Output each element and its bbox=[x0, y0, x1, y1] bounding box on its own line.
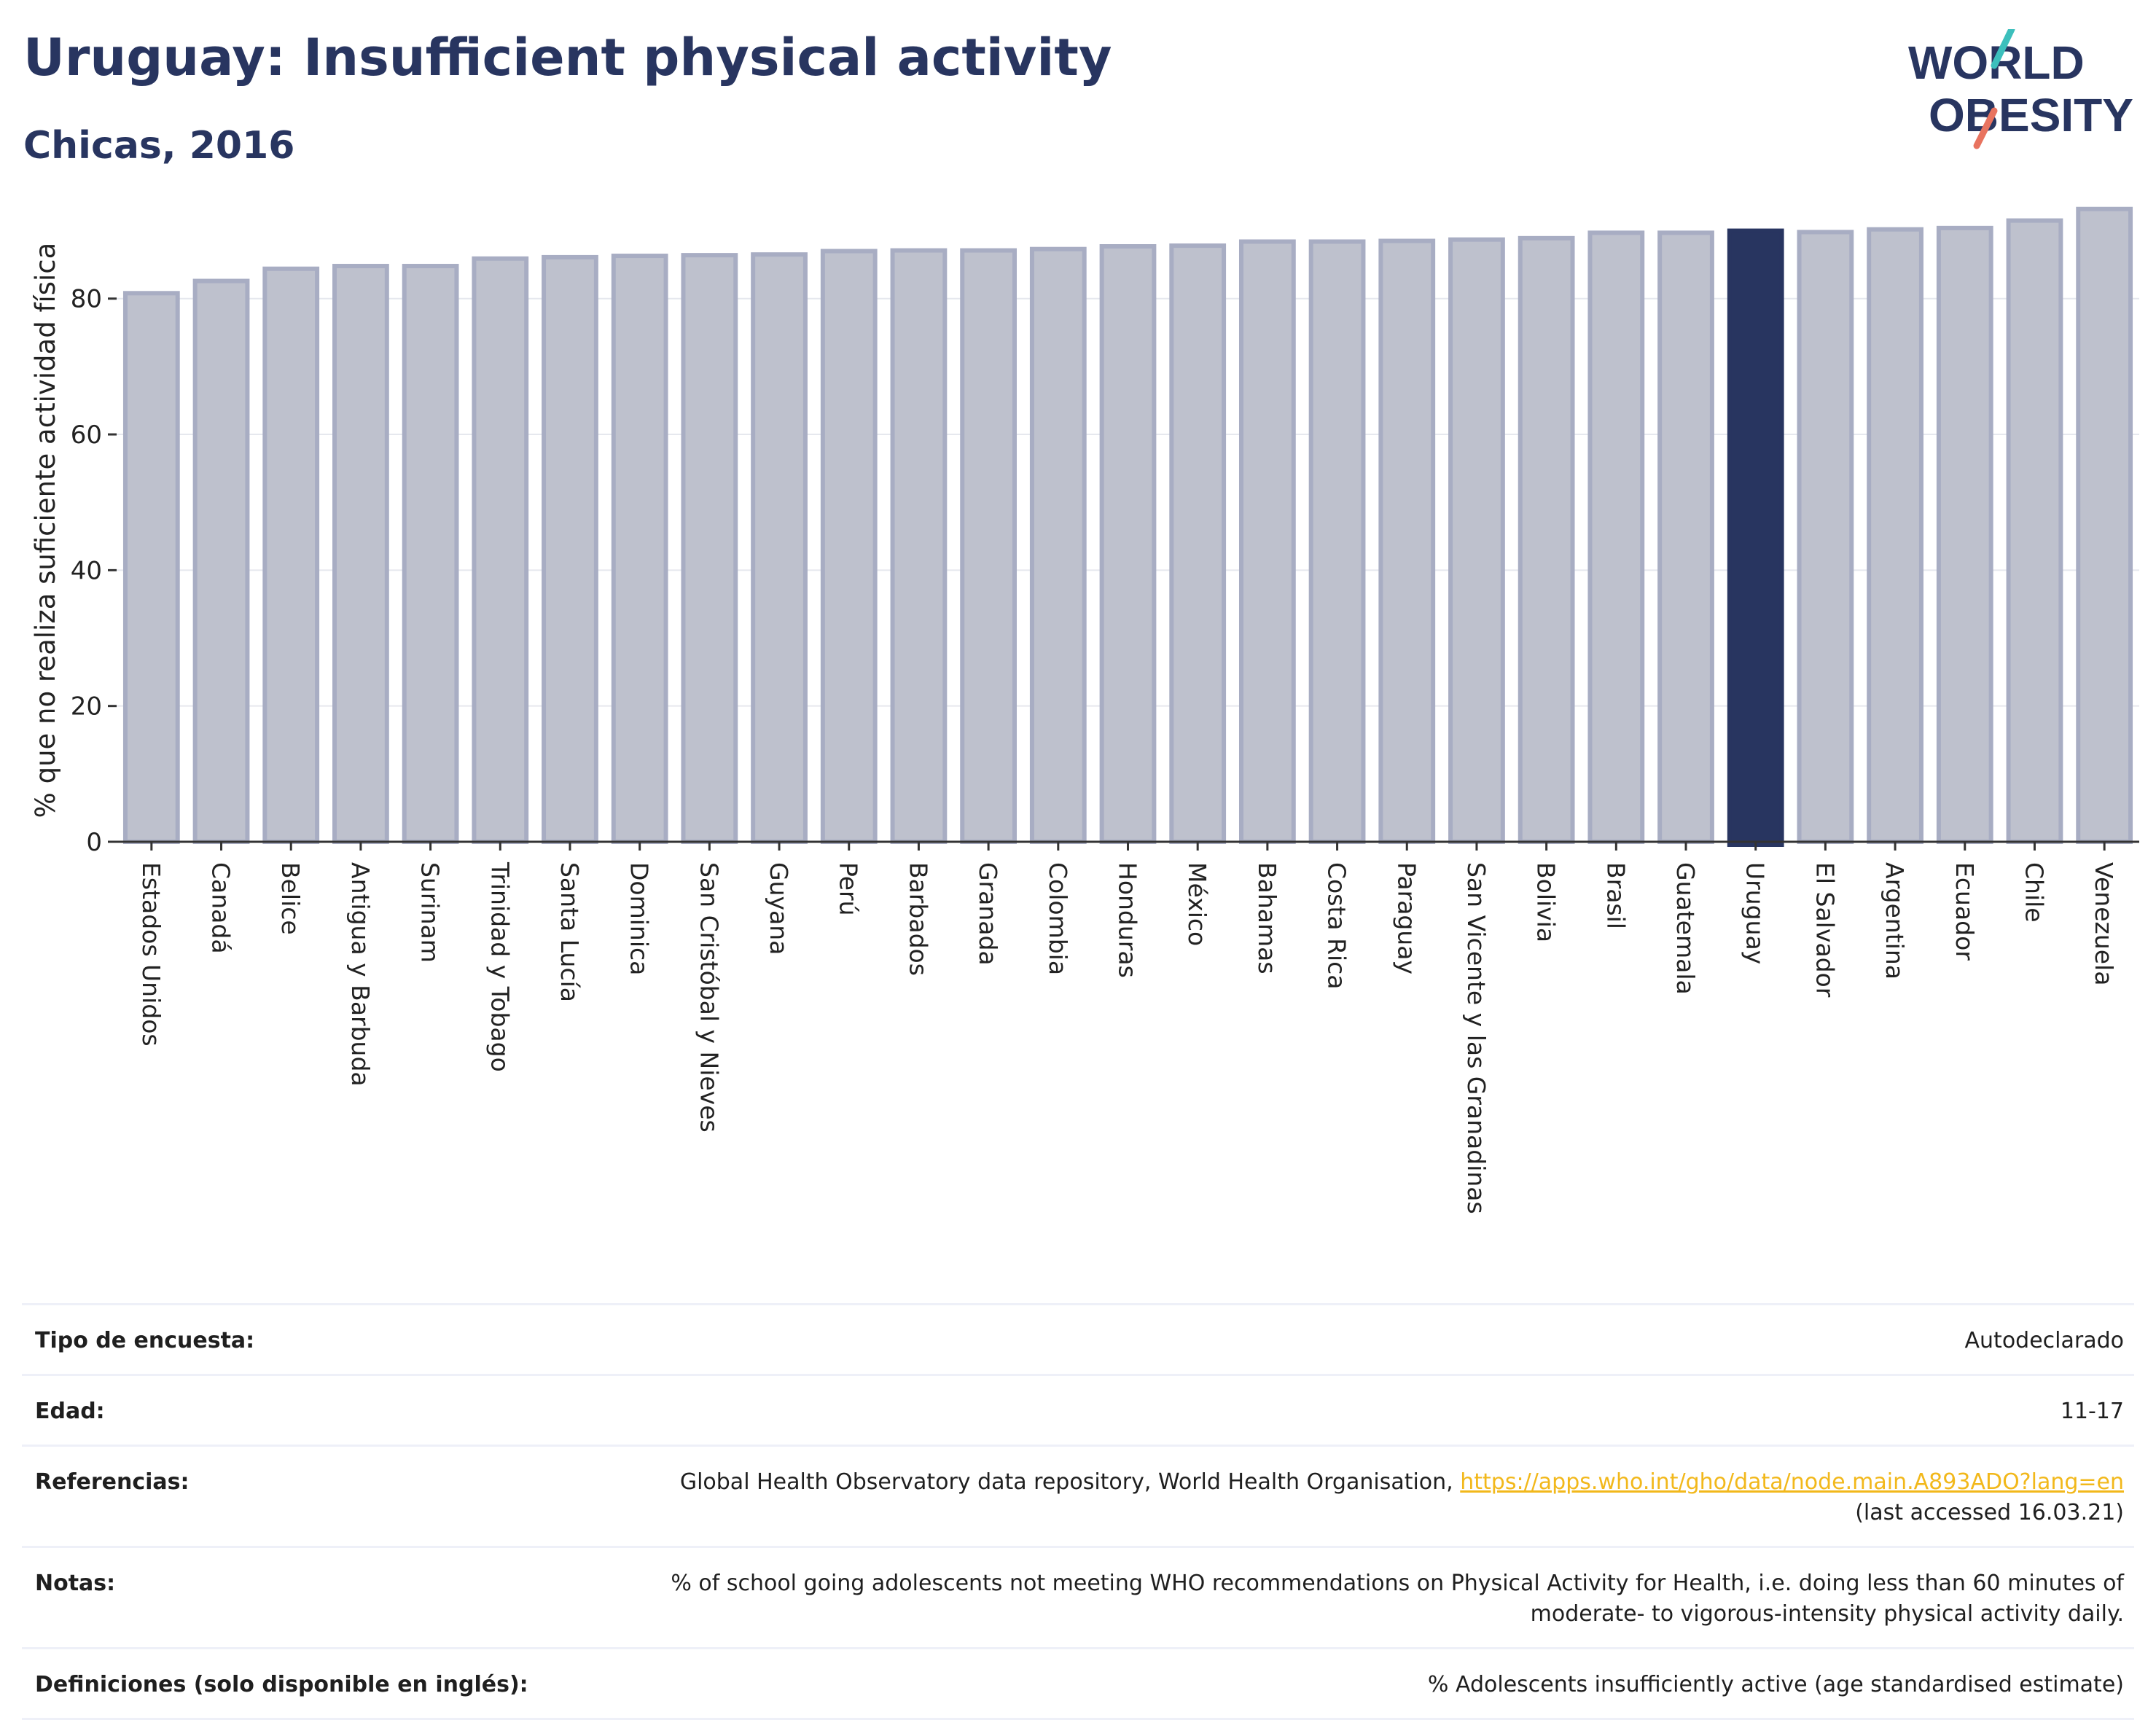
references-label: Referencias: bbox=[35, 1469, 190, 1495]
age-label: Edad: bbox=[35, 1399, 105, 1424]
x-tick-label: Granada bbox=[974, 862, 1002, 966]
x-tick-label: Bahamas bbox=[1253, 862, 1281, 974]
x-tick-label: Trinidad y Tobago bbox=[485, 861, 514, 1072]
x-tick-label: Colombia bbox=[1044, 862, 1072, 975]
x-tick-label: Costa Rica bbox=[1323, 862, 1351, 990]
definitions-label: Definiciones (solo disponible en inglés)… bbox=[35, 1672, 528, 1697]
bar-estados-unidos bbox=[122, 291, 180, 844]
bar-bolivia bbox=[1518, 235, 1575, 845]
x-tick-label: Ecuador bbox=[1950, 862, 1979, 961]
bar-el-salvador bbox=[1797, 230, 1854, 845]
y-axis-label: % que no realiza suficiente actividad fí… bbox=[30, 243, 61, 818]
x-tick-label: Santa Lucía bbox=[555, 862, 584, 1002]
metadata-table: Tipo de encuesta: Autodeclarado Edad: 11… bbox=[22, 1303, 2134, 1720]
page-subtitle: Chicas, 2016 bbox=[23, 124, 295, 168]
bar-trinidad-y-tobago bbox=[472, 256, 529, 844]
x-tick-label: Antigua y Barbuda bbox=[346, 862, 375, 1087]
bar-surinam bbox=[402, 264, 459, 844]
footer-row-definitions: Definiciones (solo disponible en inglés)… bbox=[22, 1647, 2134, 1720]
x-tick-label: Honduras bbox=[1114, 862, 1142, 978]
bar-san-vicente-y-las-granadinas bbox=[1448, 237, 1505, 845]
x-tick-label: Guyana bbox=[765, 862, 793, 955]
x-tick-label: Guatemala bbox=[1671, 862, 1700, 995]
x-tick-label: Canadá bbox=[207, 862, 235, 954]
bar-méxico bbox=[1169, 243, 1227, 844]
x-tick-label: Paraguay bbox=[1392, 862, 1421, 974]
y-tick-label: 80 bbox=[71, 285, 102, 314]
references-text: Global Health Observatory data repositor… bbox=[679, 1469, 1453, 1495]
x-tick-label: Bolivia bbox=[1532, 862, 1561, 942]
notes-text-line1: % of school going adolescents not meetin… bbox=[671, 1571, 2124, 1596]
notes-value: % of school going adolescents not meetin… bbox=[671, 1568, 2124, 1630]
x-tick-label: Belice bbox=[276, 862, 305, 935]
bar-ecuador bbox=[1936, 225, 1993, 844]
x-tick-label: México bbox=[1183, 862, 1211, 946]
references-value: Global Health Observatory data repositor… bbox=[680, 1467, 2124, 1528]
survey-type-label: Tipo de encuesta: bbox=[35, 1328, 255, 1353]
x-tick-label: Perú bbox=[835, 862, 863, 916]
bar-honduras bbox=[1099, 244, 1157, 844]
bar-brasil bbox=[1587, 230, 1645, 845]
footer-row-references: Referencias: Global Health Observatory d… bbox=[22, 1445, 2134, 1546]
bar-colombia bbox=[1029, 246, 1087, 844]
x-tick-label: Barbados bbox=[904, 862, 932, 976]
page-title: Uruguay: Insufficient physical activity bbox=[23, 28, 1112, 87]
logo-line2: OBESITY bbox=[1929, 89, 2133, 141]
x-tick-label: Chile bbox=[2020, 862, 2048, 923]
x-tick-label: Dominica bbox=[625, 862, 654, 975]
notes-text-line2: moderate- to vigorous-intensity physical… bbox=[1530, 1601, 2124, 1627]
world-obesity-logo: WORLD OBESITY bbox=[1908, 29, 2133, 149]
chart-bars bbox=[122, 206, 2133, 848]
x-tick-label: Argentina bbox=[1880, 862, 1909, 980]
bar-perú bbox=[820, 249, 878, 844]
age-value: 11-17 bbox=[2060, 1399, 2124, 1424]
y-tick-label: 20 bbox=[71, 692, 102, 722]
bar-costa-rica bbox=[1308, 239, 1366, 845]
footer-row-notes: Notas: % of school going adolescents not… bbox=[22, 1546, 2134, 1647]
bar-venezuela bbox=[2076, 206, 2133, 844]
bar-dominica bbox=[611, 254, 668, 844]
bar-chart: 0 20 40 60 80 Estados Unidos Canadá Belice Anti… bbox=[30, 206, 2139, 1214]
bar-san-cristóbal-y-nieves bbox=[681, 253, 738, 844]
x-axis-ticks: Estados Unidos Canadá Belice Antigua y Barb… bbox=[137, 842, 2118, 1214]
footer-row-survey-type: Tipo de encuesta: Autodeclarado bbox=[22, 1303, 2134, 1374]
bar-argentina bbox=[1867, 227, 1923, 845]
x-tick-label: Uruguay bbox=[1741, 862, 1770, 964]
x-tick-label: Estados Unidos bbox=[137, 862, 165, 1047]
logo-slash-coral bbox=[1973, 107, 1998, 149]
x-tick-label: Venezuela bbox=[2090, 862, 2118, 985]
bar-belice bbox=[262, 266, 320, 844]
bar-uruguay bbox=[1727, 228, 1784, 848]
bar-chile bbox=[2006, 218, 2063, 844]
references-accessed: (last accessed 16.03.21) bbox=[1855, 1500, 2124, 1525]
bar-bahamas bbox=[1238, 239, 1296, 845]
x-tick-label: Surinam bbox=[416, 862, 445, 963]
x-tick-label: El Salvador bbox=[1811, 862, 1839, 998]
bar-guatemala bbox=[1657, 230, 1714, 845]
y-tick-label: 60 bbox=[71, 421, 102, 450]
y-axis-ticks: 0 20 40 60 80 bbox=[71, 285, 117, 857]
bar-canadá bbox=[192, 278, 250, 844]
bar-paraguay bbox=[1378, 238, 1436, 845]
bar-antigua-y-barbuda bbox=[332, 264, 389, 844]
footer-row-age: Edad: 11-17 bbox=[22, 1374, 2134, 1445]
notes-label: Notas: bbox=[35, 1571, 116, 1596]
logo-slash-teal bbox=[1991, 29, 2015, 69]
bar-granada bbox=[960, 248, 1018, 844]
survey-type-value: Autodeclarado bbox=[1964, 1328, 2124, 1353]
x-tick-label: San Vicente y las Granadinas bbox=[1462, 862, 1491, 1214]
bar-santa-lucía bbox=[542, 254, 598, 844]
definitions-value: % Adolescents insufficiently active (age… bbox=[1427, 1672, 2124, 1697]
y-tick-label: 40 bbox=[71, 556, 102, 585]
bar-guyana bbox=[751, 252, 808, 844]
references-link[interactable]: https://apps.who.int/gho/data/node.main.… bbox=[1460, 1469, 2124, 1495]
bar-barbados bbox=[890, 248, 948, 844]
x-tick-label: San Cristóbal y Nieves bbox=[695, 862, 723, 1133]
y-tick-label: 0 bbox=[86, 828, 102, 857]
x-tick-label: Brasil bbox=[1601, 862, 1630, 929]
